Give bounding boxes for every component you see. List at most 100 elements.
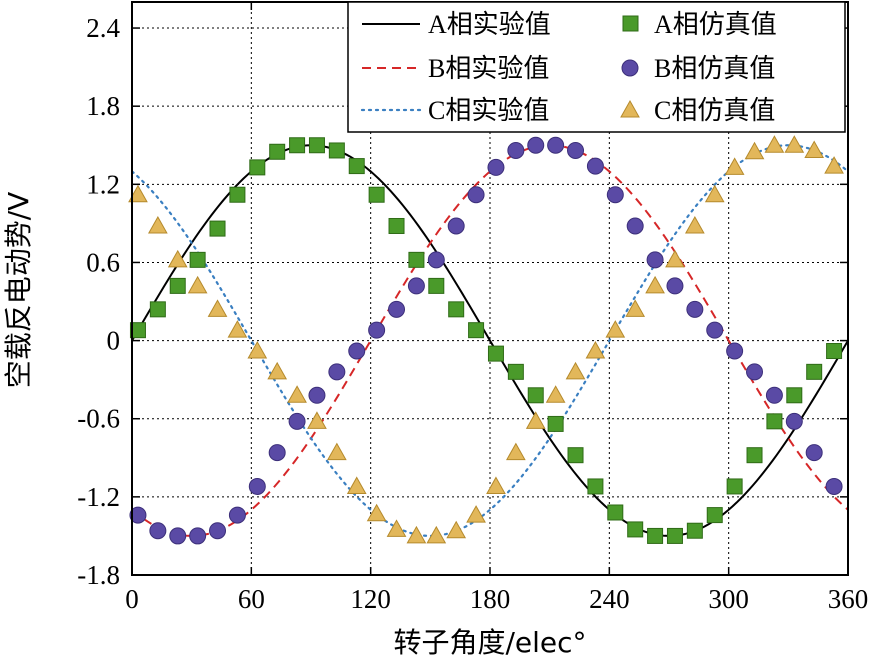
marker-a-sim xyxy=(408,251,425,268)
marker-a-sim xyxy=(587,478,604,495)
y-tick-label: 1.2 xyxy=(86,169,120,199)
marker-a-sim xyxy=(388,217,405,234)
marker-c-sim xyxy=(227,320,248,338)
marker-a-sim xyxy=(766,413,783,430)
marker-c-sim xyxy=(307,411,327,429)
marker-b-sim xyxy=(547,136,565,154)
y-tick-label: -1.2 xyxy=(77,482,120,512)
marker-b-sim xyxy=(785,412,803,430)
x-tick-label: 240 xyxy=(589,584,630,614)
legend-label-c-sim: C相仿真值 xyxy=(654,96,775,125)
marker-c-sim xyxy=(784,135,805,153)
marker-c-sim xyxy=(167,249,188,268)
marker-c-sim xyxy=(287,385,307,403)
marker-b-sim xyxy=(666,277,684,295)
marker-b-sim xyxy=(169,527,187,545)
marker-b-sim xyxy=(427,251,445,269)
marker-c-sim xyxy=(128,184,148,203)
marker-a-sim xyxy=(149,301,166,318)
legend-marker-c-sim xyxy=(620,99,640,118)
marker-c-sim xyxy=(605,320,626,338)
y-axis-title: 空载反电动势/V xyxy=(2,192,35,389)
marker-c-sim xyxy=(625,299,646,317)
marker-b-sim xyxy=(706,321,724,339)
marker-a-sim xyxy=(686,522,703,539)
marker-a-sim xyxy=(567,447,584,464)
marker-c-sim xyxy=(645,275,665,294)
marker-c-sim xyxy=(486,476,506,494)
legend-label-b-exp: B相实验值 xyxy=(428,54,549,83)
y-tick-label: 0.6 xyxy=(86,247,120,277)
marker-b-sim xyxy=(328,363,346,381)
marker-c-sim xyxy=(724,157,745,175)
marker-a-sim xyxy=(786,387,803,404)
marker-b-sim xyxy=(686,300,704,318)
marker-a-sim xyxy=(229,186,246,203)
marker-a-sim xyxy=(468,322,485,339)
legend-label-a-sim: A相仿真值 xyxy=(654,10,777,39)
marker-a-sim xyxy=(706,507,723,524)
marker-b-sim xyxy=(606,186,624,204)
marker-a-sim xyxy=(189,251,206,268)
marker-a-sim xyxy=(647,527,664,544)
marker-b-sim xyxy=(308,386,326,404)
marker-a-sim xyxy=(249,159,266,176)
series-line-c-exp xyxy=(132,144,848,538)
marker-b-sim xyxy=(209,522,227,540)
marker-b-sim xyxy=(388,300,406,318)
marker-c-sim xyxy=(466,505,486,523)
marker-c-sim xyxy=(585,340,606,359)
y-tick-label: -0.6 xyxy=(77,404,120,434)
marker-c-sim xyxy=(744,141,765,160)
marker-b-sim xyxy=(646,251,664,269)
marker-b-sim xyxy=(268,444,286,462)
marker-c-sim xyxy=(565,361,586,380)
marker-b-sim xyxy=(507,141,525,159)
legend-label-a-exp: A相实验值 xyxy=(428,10,551,39)
marker-b-sim xyxy=(805,444,823,462)
x-tick-label: 360 xyxy=(828,584,869,614)
marker-c-sim xyxy=(406,525,427,544)
marker-c-sim xyxy=(366,503,387,522)
marker-b-sim xyxy=(228,506,246,524)
marker-b-sim xyxy=(407,277,425,295)
tick-labels: 0 60 120 180 240 300 360 -1.8 -1.2 -0.6 0 0.6 1.2 1.8… xyxy=(77,13,868,614)
x-axis-title: 转子角度/elec° xyxy=(393,626,586,659)
marker-c-sim xyxy=(525,411,546,429)
y-tick-label: 0 xyxy=(107,326,121,356)
marker-b-sim xyxy=(626,217,644,235)
marker-a-sim xyxy=(209,220,226,237)
marker-c-sim xyxy=(187,275,208,294)
marker-b-sim xyxy=(527,136,545,154)
marker-c-sim xyxy=(267,361,288,380)
marker-c-sim xyxy=(804,140,825,158)
legend-label-c-exp: C相实验值 xyxy=(428,96,549,125)
marker-a-sim xyxy=(607,504,624,521)
x-tick-label: 180 xyxy=(470,584,511,614)
marker-b-sim xyxy=(288,412,306,430)
marker-b-sim xyxy=(746,363,764,381)
marker-a-sim xyxy=(826,343,843,360)
marker-a-sim xyxy=(666,527,683,544)
marker-c-sim xyxy=(506,442,526,461)
marker-c-sim xyxy=(207,299,228,317)
marker-c-sim xyxy=(346,476,367,494)
marker-c-sim xyxy=(824,156,844,174)
marker-c-sim xyxy=(685,215,705,234)
marker-c-sim xyxy=(426,525,447,544)
marker-a-sim xyxy=(547,415,564,432)
marker-a-sim xyxy=(627,521,644,538)
marker-c-sim xyxy=(665,249,685,268)
marker-b-sim xyxy=(567,141,585,159)
legend-box xyxy=(347,1,846,133)
marker-c-sim xyxy=(386,519,407,537)
legend: A相实验值 B相实验值 C相实验值 A相仿真值 B相仿真值 C相仿真值 xyxy=(347,1,846,133)
marker-c-sim xyxy=(247,340,268,359)
marker-a-sim xyxy=(169,277,186,294)
marker-a-sim xyxy=(527,387,544,404)
marker-c-sim xyxy=(327,442,347,461)
marker-a-sim xyxy=(487,345,504,362)
marker-b-sim xyxy=(825,477,843,495)
marker-c-sim xyxy=(545,385,566,403)
x-tick-label: 120 xyxy=(350,584,391,614)
